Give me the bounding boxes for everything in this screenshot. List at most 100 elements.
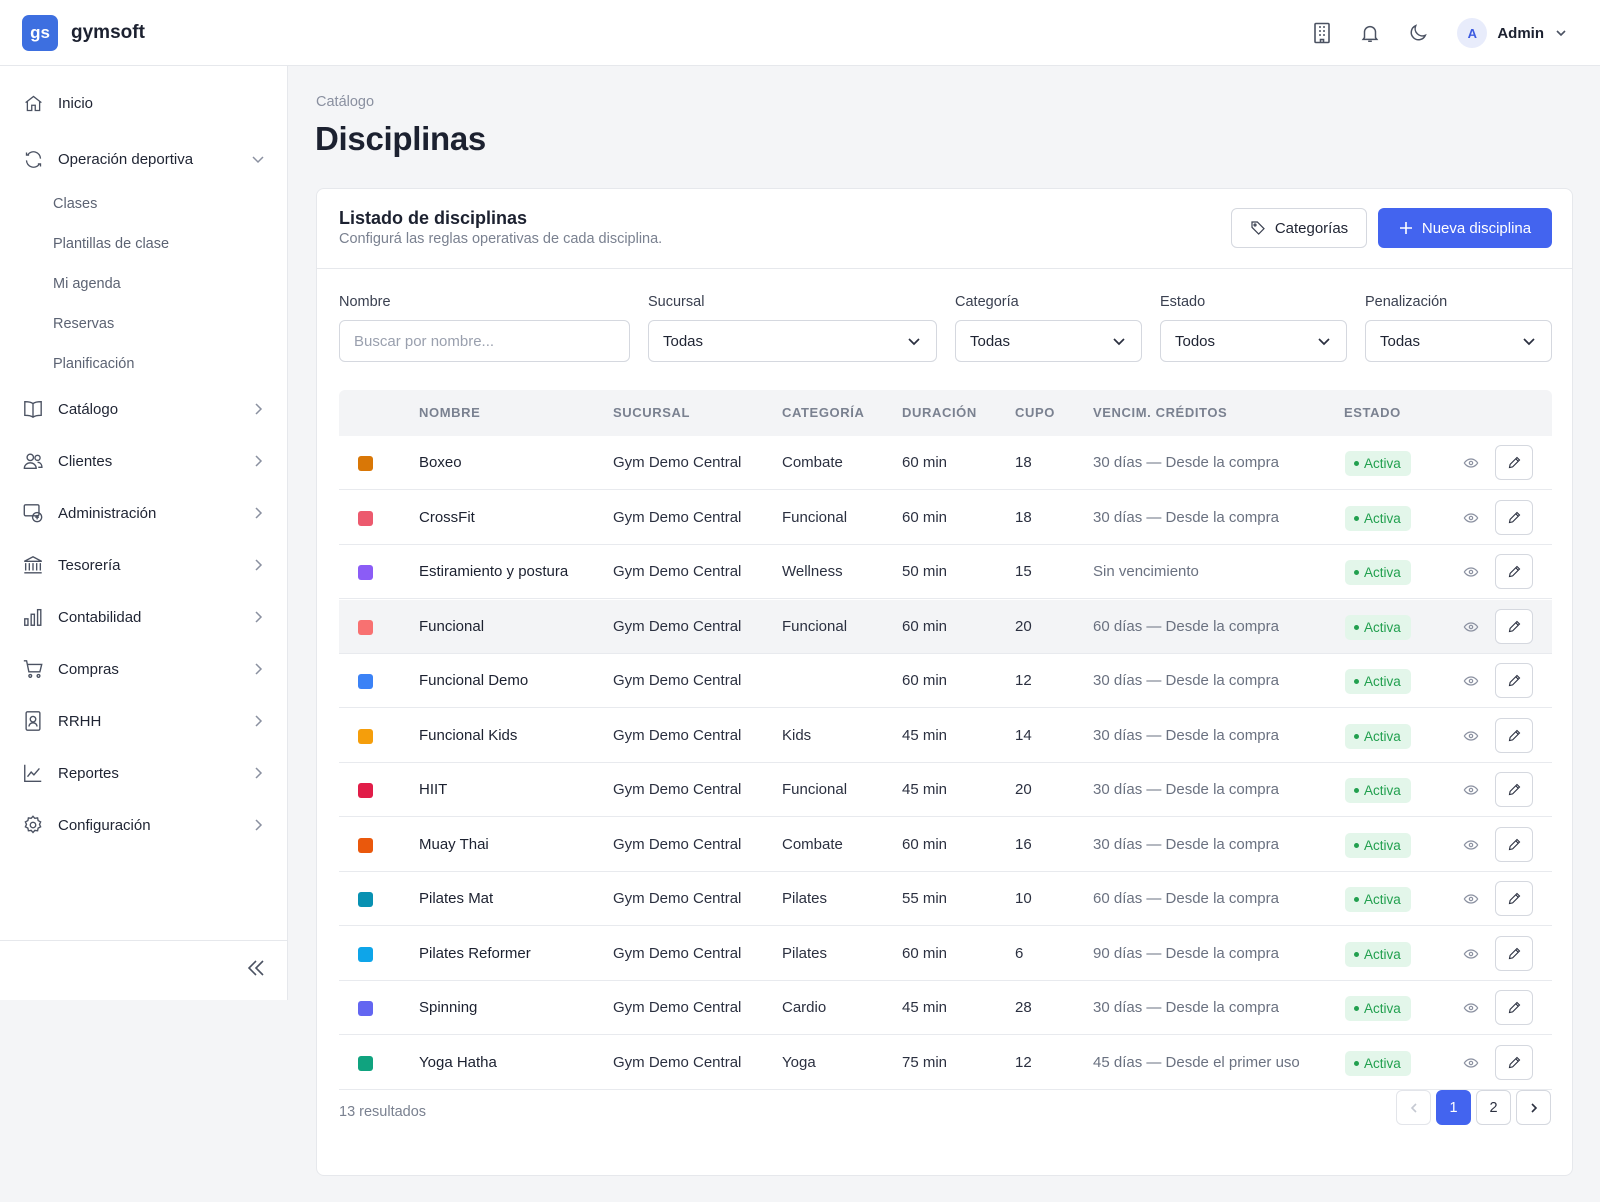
table-row[interactable]: Funcional Demo Gym Demo Central 60 min 12 30… xyxy=(339,654,1552,708)
edit-button[interactable] xyxy=(1495,663,1533,698)
status-badge-label: Activa xyxy=(1364,946,1401,962)
cell-categoria: Pilates xyxy=(782,890,828,907)
eye-icon[interactable] xyxy=(1463,891,1479,907)
edit-button[interactable] xyxy=(1495,990,1533,1025)
next-page-button[interactable] xyxy=(1516,1090,1551,1125)
sidebar-item-tesoreria[interactable]: Tesorería xyxy=(0,545,288,585)
sidebar-item-catalogo[interactable]: Catálogo xyxy=(0,389,288,429)
cell-vencim: 60 días — Desde la compra xyxy=(1093,617,1279,635)
eye-icon[interactable] xyxy=(1463,1000,1479,1016)
page-button-1[interactable]: 1 xyxy=(1436,1090,1471,1125)
edit-button[interactable] xyxy=(1495,826,1533,862)
edit-button[interactable] xyxy=(1495,935,1533,971)
eye-icon[interactable] xyxy=(1463,619,1479,635)
eye-icon[interactable] xyxy=(1463,564,1479,580)
eye-icon[interactable] xyxy=(1463,837,1479,853)
sidebar-subitem-clases[interactable]: Clases xyxy=(53,196,98,212)
page-button-2[interactable]: 2 xyxy=(1476,1090,1511,1125)
penalizacion-select[interactable]: Todas xyxy=(1365,320,1552,362)
sidebar-item-rrhh[interactable]: RRHH xyxy=(0,701,288,741)
name-search-input[interactable]: Buscar por nombre... xyxy=(339,320,630,362)
sidebar-subitem-mi-agenda[interactable]: Mi agenda xyxy=(53,276,121,292)
user-menu[interactable]: A Admin xyxy=(1457,18,1568,48)
sidebar-item-label: Catálogo xyxy=(58,400,119,418)
table-row[interactable]: Funcional Gym Demo Central Funcional 60 min… xyxy=(339,599,1552,654)
categoria-select[interactable]: Todas xyxy=(955,320,1142,362)
column-header-vencim[interactable]: VENCIM. CRÉDITOS xyxy=(1093,405,1228,420)
sidebar-item-compras[interactable]: Compras xyxy=(0,649,288,689)
column-header-categoria[interactable]: CATEGORÍA xyxy=(782,405,865,420)
table-row[interactable]: Funcional Kids Gym Demo Central Kids 45 min… xyxy=(339,709,1552,763)
eye-icon[interactable] xyxy=(1463,673,1479,689)
table-row[interactable]: Boxeo Gym Demo Central Combate 60 min 18 30 d… xyxy=(339,436,1552,490)
prev-page-button[interactable] xyxy=(1396,1090,1431,1125)
column-header-estado[interactable]: ESTADO xyxy=(1344,405,1401,420)
bell-icon[interactable] xyxy=(1357,20,1383,46)
status-badge-label: Activa xyxy=(1364,783,1401,798)
estado-select-value: Todos xyxy=(1175,332,1216,350)
column-header-cupo[interactable]: CUPO xyxy=(1015,405,1055,420)
edit-button[interactable] xyxy=(1495,1044,1533,1080)
sidebar-subitem-plantillas[interactable]: Plantillas de clase xyxy=(53,236,170,252)
table-row[interactable]: Muay Thai Gym Demo Central Combate 60 min 16… xyxy=(339,818,1552,872)
cell-duracion: 60 min xyxy=(902,454,948,471)
cell-vencim: 60 días — Desde la compra xyxy=(1093,890,1279,907)
cell-sucursal: Gym Demo Central xyxy=(613,672,742,689)
table-row[interactable]: CrossFit Gym Demo Central Funcional 60 min 1… xyxy=(339,491,1552,545)
eye-icon[interactable] xyxy=(1463,946,1479,962)
sidebar-item-clientes[interactable]: Clientes xyxy=(0,441,288,481)
status-dot xyxy=(1354,1060,1359,1066)
table-row[interactable]: Pilates Mat Gym Demo Central Pilates 55 min… xyxy=(339,872,1552,926)
cell-vencim: 30 días — Desde la compra xyxy=(1093,781,1279,798)
sidebar-item-operacion-deportiva[interactable]: Operación deportiva xyxy=(0,139,288,179)
edit-button[interactable] xyxy=(1495,554,1533,589)
eye-icon[interactable] xyxy=(1463,510,1479,526)
column-header-sucursal[interactable]: SUCURSAL xyxy=(613,405,691,420)
building-icon[interactable] xyxy=(1309,20,1335,46)
collapse-sidebar-icon[interactable] xyxy=(245,957,267,979)
eye-icon[interactable] xyxy=(1463,455,1479,471)
sidebar-item-contabilidad[interactable]: Contabilidad xyxy=(0,597,288,637)
estado-select[interactable]: Todos xyxy=(1160,320,1347,362)
table-row[interactable]: Spinning Gym Demo Central Cardio 45 min 28 30… xyxy=(339,981,1552,1035)
status-badge: Activa xyxy=(1345,560,1411,585)
pencil-icon xyxy=(1508,674,1520,687)
avatar: A xyxy=(1457,18,1488,48)
sidebar-item-reportes[interactable]: Reportes xyxy=(0,753,288,793)
table-row[interactable]: Estiramiento y postura Gym Demo Central We… xyxy=(339,545,1552,599)
new-discipline-button[interactable]: Nueva disciplina xyxy=(1378,208,1552,248)
table-row[interactable]: Pilates Reformer Gym Demo Central Pilates 6… xyxy=(339,927,1552,981)
cell-duracion: 45 min xyxy=(902,999,948,1016)
sidebar-subitem-planificacion[interactable]: Planificación xyxy=(53,356,135,372)
cell-nombre: Boxeo xyxy=(419,454,462,471)
sidebar-item-administracion[interactable]: Administración xyxy=(0,493,288,533)
status-badge-label: Activa xyxy=(1364,837,1401,853)
column-header-duracion[interactable]: DURACIÓN xyxy=(902,405,977,420)
table-row[interactable]: HIIT Gym Demo Central Funcional 45 min 20 30 … xyxy=(339,763,1552,817)
eye-icon[interactable] xyxy=(1463,728,1479,744)
sidebar-item-inicio[interactable]: Inicio xyxy=(0,83,288,123)
pencil-icon xyxy=(1508,1001,1520,1014)
cell-categoria: Funcional xyxy=(782,781,848,798)
edit-button[interactable] xyxy=(1495,717,1533,753)
categories-button[interactable]: Categorías xyxy=(1231,208,1367,248)
eye-icon[interactable] xyxy=(1463,782,1479,798)
edit-button[interactable] xyxy=(1495,499,1533,535)
edit-button[interactable] xyxy=(1495,608,1533,644)
edit-button[interactable] xyxy=(1495,881,1533,916)
breadcrumb[interactable]: Catálogo xyxy=(316,94,375,110)
eye-icon[interactable] xyxy=(1463,1055,1479,1071)
moon-icon[interactable] xyxy=(1405,20,1431,46)
pencil-icon xyxy=(1508,838,1520,850)
sucursal-select[interactable]: Todas xyxy=(648,320,937,362)
sidebar-subitem-reservas[interactable]: Reservas xyxy=(53,316,115,332)
brand[interactable]: gs gymsoft xyxy=(22,14,145,51)
table-row[interactable]: Yoga Hatha Gym Demo Central Yoga 75 min 12 45… xyxy=(339,1036,1552,1090)
filter-label-nombre: Nombre xyxy=(339,294,391,310)
column-header-nombre[interactable]: NOMBRE xyxy=(419,405,481,420)
sidebar-item-configuracion[interactable]: Configuración xyxy=(0,805,288,845)
edit-button[interactable] xyxy=(1495,772,1533,807)
edit-button[interactable] xyxy=(1495,445,1533,480)
plus-icon xyxy=(1399,221,1413,235)
color-swatch xyxy=(358,1001,373,1016)
